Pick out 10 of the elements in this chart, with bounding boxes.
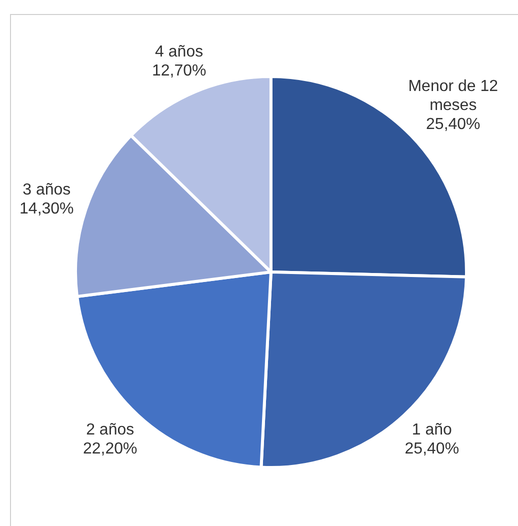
slice-label: 3 años bbox=[22, 181, 71, 198]
data-label: 14,30% bbox=[20, 200, 74, 218]
slice-label: 2 años bbox=[86, 421, 134, 438]
slice-label: 1 año bbox=[412, 421, 452, 438]
slice-label: Menor de 12 meses bbox=[408, 78, 498, 114]
data-label: 25,40% bbox=[426, 116, 480, 134]
data-label: 25,40% bbox=[404, 440, 460, 458]
data-label: 22,20% bbox=[82, 440, 138, 458]
slice-label: 4 años bbox=[155, 43, 204, 60]
data-label: 12,70% bbox=[152, 62, 206, 80]
